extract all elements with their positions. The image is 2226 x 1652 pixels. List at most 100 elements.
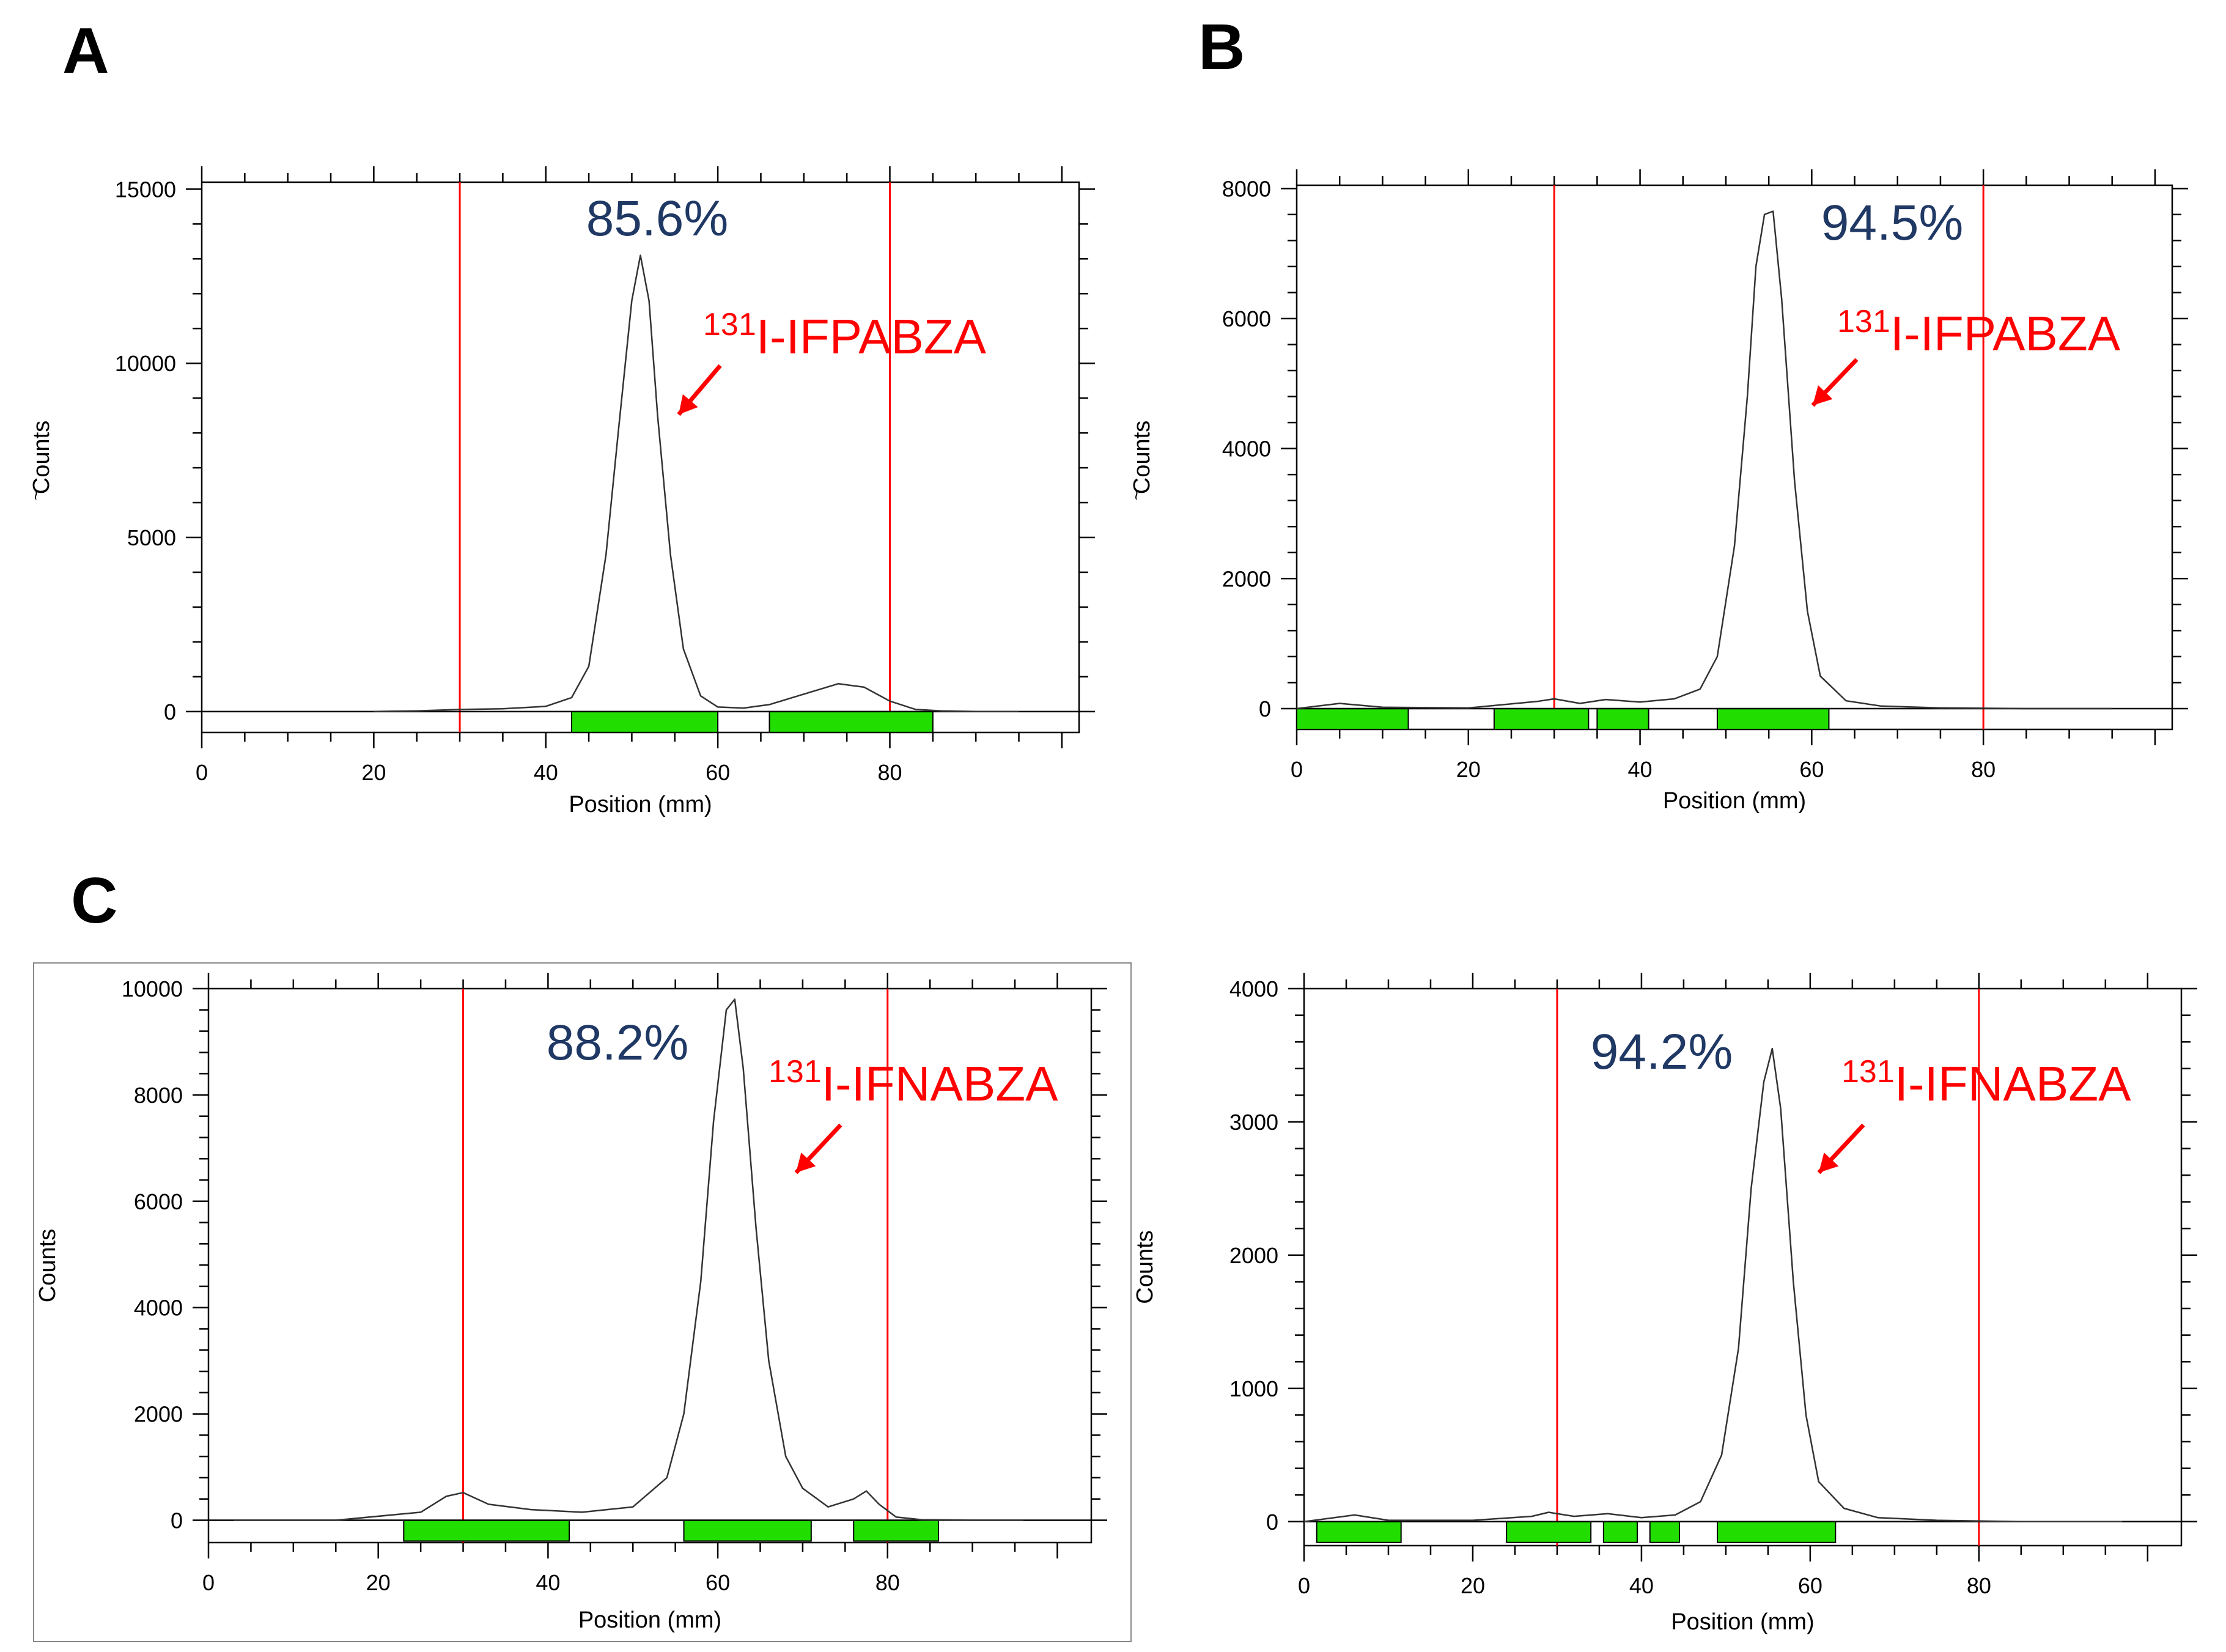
x-tick-label: 80 (1967, 1573, 1991, 1598)
peak-bar (1716, 707, 1830, 730)
y-tick-label: 0 (164, 699, 176, 725)
x-axis-label: Position (mm) (1663, 788, 1806, 814)
y-tick-label: 2000 (1229, 1243, 1278, 1268)
y-axis-label: Counts (1129, 421, 1155, 494)
x-tick-label: 80 (877, 760, 902, 785)
plot-frame (1295, 184, 2173, 731)
panel-label-b: B (1198, 11, 1245, 83)
compound-label: 131I-IFNABZA (768, 1054, 1058, 1111)
x-tick-label: 0 (1291, 757, 1303, 782)
y-tick-label: 0 (1259, 696, 1271, 721)
peak-bar (683, 1519, 812, 1542)
y-tick-label: 10000 (122, 976, 183, 1001)
x-tick-label: 20 (1456, 757, 1481, 782)
purity-label: 88.2% (547, 1015, 689, 1071)
y-tick-label: 15000 (115, 177, 176, 202)
y-tick-label: 8000 (1222, 176, 1271, 201)
y-tick-label: 0 (1266, 1510, 1278, 1535)
panel-c-outline (33, 962, 1132, 1642)
peak-bar (853, 1519, 940, 1542)
y-tick-label: 3000 (1229, 1110, 1278, 1135)
y-tick-label: 2000 (1222, 566, 1271, 591)
trace-line (1296, 210, 2112, 710)
peak-bar (1506, 1521, 1592, 1543)
x-tick-label: 60 (706, 760, 730, 785)
peak-bar (1649, 1521, 1681, 1543)
arrow-head (796, 1152, 816, 1173)
x-tick-label: 0 (1298, 1573, 1310, 1598)
plot-c: 0 20 40 60 80 0 2000 4000 6000 8000 10000 Position … (35, 973, 1107, 1633)
x-tick-label: 80 (1971, 757, 1996, 782)
trace-line (374, 254, 1019, 713)
x-tick-label: 80 (875, 1570, 900, 1595)
peak-bar (1602, 1521, 1638, 1543)
x-tick-label: 40 (1629, 1573, 1654, 1598)
x-tick-label: 20 (361, 760, 386, 785)
compound-name: I-IFNABZA (822, 1056, 1058, 1111)
peak-bar (768, 710, 934, 733)
y-axis-label-mark: ~ (26, 490, 45, 500)
compound-name: I-IFNABZA (1895, 1056, 2131, 1111)
arrow-head (1819, 1152, 1839, 1173)
y-tick-label: 10000 (115, 351, 176, 376)
compound-label: 131I-IFNABZA (1841, 1054, 2131, 1111)
peak-bar (1493, 707, 1590, 730)
x-tick-label: 60 (1799, 757, 1824, 782)
plot-b: 0 20 40 60 80 0 2000 4000 6000 8000 Position (mm) C… (1127, 169, 2188, 814)
peak-bar (1596, 707, 1649, 730)
trace-line (234, 998, 1023, 1521)
compound-label: 131I-IFPABZA (1837, 304, 2121, 361)
peak-bar (1296, 707, 1409, 730)
peak-bar (1316, 1521, 1402, 1543)
y-tick-label: 6000 (134, 1189, 183, 1214)
plot-frame (201, 181, 1080, 734)
x-tick-label: 60 (706, 1570, 730, 1595)
y-tick-label: 2000 (134, 1402, 183, 1427)
purity-label: 94.2% (1591, 1024, 1733, 1080)
y-tick-label: 1000 (1229, 1376, 1278, 1401)
x-tick-label: 0 (202, 1570, 215, 1595)
plot-d: 0 20 40 60 80 0 1000 2000 3000 4000 Position (mm) C… (1132, 973, 2197, 1635)
y-tick-label: 6000 (1222, 306, 1271, 331)
compound-superscript: 131 (768, 1054, 822, 1090)
y-axis-label-mark: ~ (1127, 490, 1146, 500)
arrow-head (1813, 385, 1833, 405)
compound-name: I-IFPABZA (756, 309, 987, 364)
y-axis-label: Counts (29, 421, 54, 494)
arrow-head (679, 394, 698, 415)
x-tick-label: 20 (1461, 1573, 1485, 1598)
plot-a: 0 20 40 60 80 0 5000 10000 15000 Position (mm) Cou… (26, 166, 1095, 817)
y-tick-label: 4000 (1222, 437, 1271, 462)
y-tick-label: 4000 (1229, 976, 1278, 1001)
peak-bar (403, 1519, 570, 1542)
y-tick-label: 5000 (127, 525, 176, 550)
compound-superscript: 131 (1837, 304, 1890, 339)
x-tick-label: 40 (1628, 757, 1653, 782)
y-tick-label: 0 (171, 1508, 183, 1533)
plot-frame (1303, 987, 2183, 1547)
x-tick-label: 0 (196, 760, 208, 785)
compound-label: 131I-IFPABZA (703, 307, 987, 364)
compound-superscript: 131 (703, 307, 756, 342)
peak-bar (570, 710, 719, 733)
y-axis-label: Counts (35, 1229, 61, 1302)
x-tick-label: 60 (1798, 1573, 1822, 1598)
purity-label: 94.5% (1821, 195, 1964, 251)
y-axis-label: Counts (1132, 1230, 1158, 1304)
x-axis-label: Position (mm) (1671, 1609, 1814, 1635)
compound-name: I-IFPABZA (1890, 306, 2121, 361)
compound-superscript: 131 (1841, 1054, 1895, 1090)
peak-bar (1717, 1521, 1837, 1543)
y-tick-label: 4000 (134, 1296, 183, 1321)
x-axis-label: Position (mm) (569, 792, 712, 817)
purity-label: 85.6% (586, 191, 729, 246)
y-tick-label: 8000 (134, 1083, 183, 1108)
panel-label-c: C (71, 865, 118, 937)
x-axis-label: Position (mm) (578, 1607, 721, 1633)
panel-label-a: A (62, 15, 109, 87)
x-tick-label: 40 (534, 760, 558, 785)
x-tick-label: 20 (366, 1570, 391, 1595)
x-tick-label: 40 (536, 1570, 560, 1595)
